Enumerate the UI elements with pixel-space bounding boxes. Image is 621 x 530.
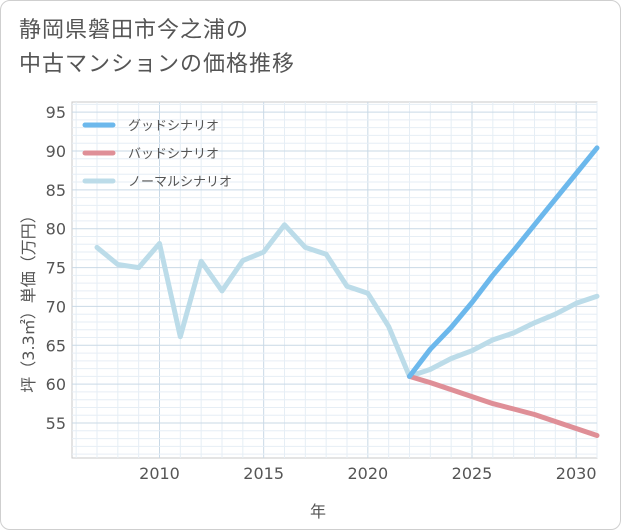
y-tick-label: 65 <box>46 336 66 355</box>
x-tick-label: 2015 <box>243 464 284 483</box>
series-line-0 <box>407 145 600 379</box>
grid <box>71 101 598 459</box>
chart-title: 静岡県磐田市今之浦の 中古マンションの価格推移 <box>19 14 295 82</box>
y-tick-label: 70 <box>46 297 66 316</box>
x-tick-label: 2010 <box>139 464 180 483</box>
tick-labels: 2010 2015 2020 2025 2030 55 60 65 70 75 80 85 90 95 <box>46 103 597 483</box>
y-tick-label: 80 <box>46 220 66 239</box>
chart-title-line-1: 静岡県磐田市今之浦の <box>19 18 250 43</box>
y-tick-label: 75 <box>46 259 66 278</box>
y-tick-label: 90 <box>46 142 66 161</box>
chart-title-line-2: 中古マンションの価格推移 <box>19 52 296 77</box>
legend-label-1: バッドシナリオ <box>128 147 219 162</box>
y-tick-label: 95 <box>46 103 66 122</box>
series-line-2 <box>94 222 600 379</box>
y-tick-label: 60 <box>46 375 66 394</box>
y-tick-label: 85 <box>46 181 66 200</box>
series-line-1 <box>407 373 600 438</box>
x-tick-label: 2020 <box>347 464 388 483</box>
series-lines <box>94 145 600 438</box>
x-tick-label: 2025 <box>452 464 493 483</box>
legend-label-0: グッドシナリオ <box>128 119 219 134</box>
x-tick-label: 2030 <box>556 464 597 483</box>
y-tick-label: 55 <box>46 414 66 433</box>
x-axis-title: 年 <box>310 502 327 521</box>
legend-label-2: ノーマルシナリオ <box>128 175 232 190</box>
